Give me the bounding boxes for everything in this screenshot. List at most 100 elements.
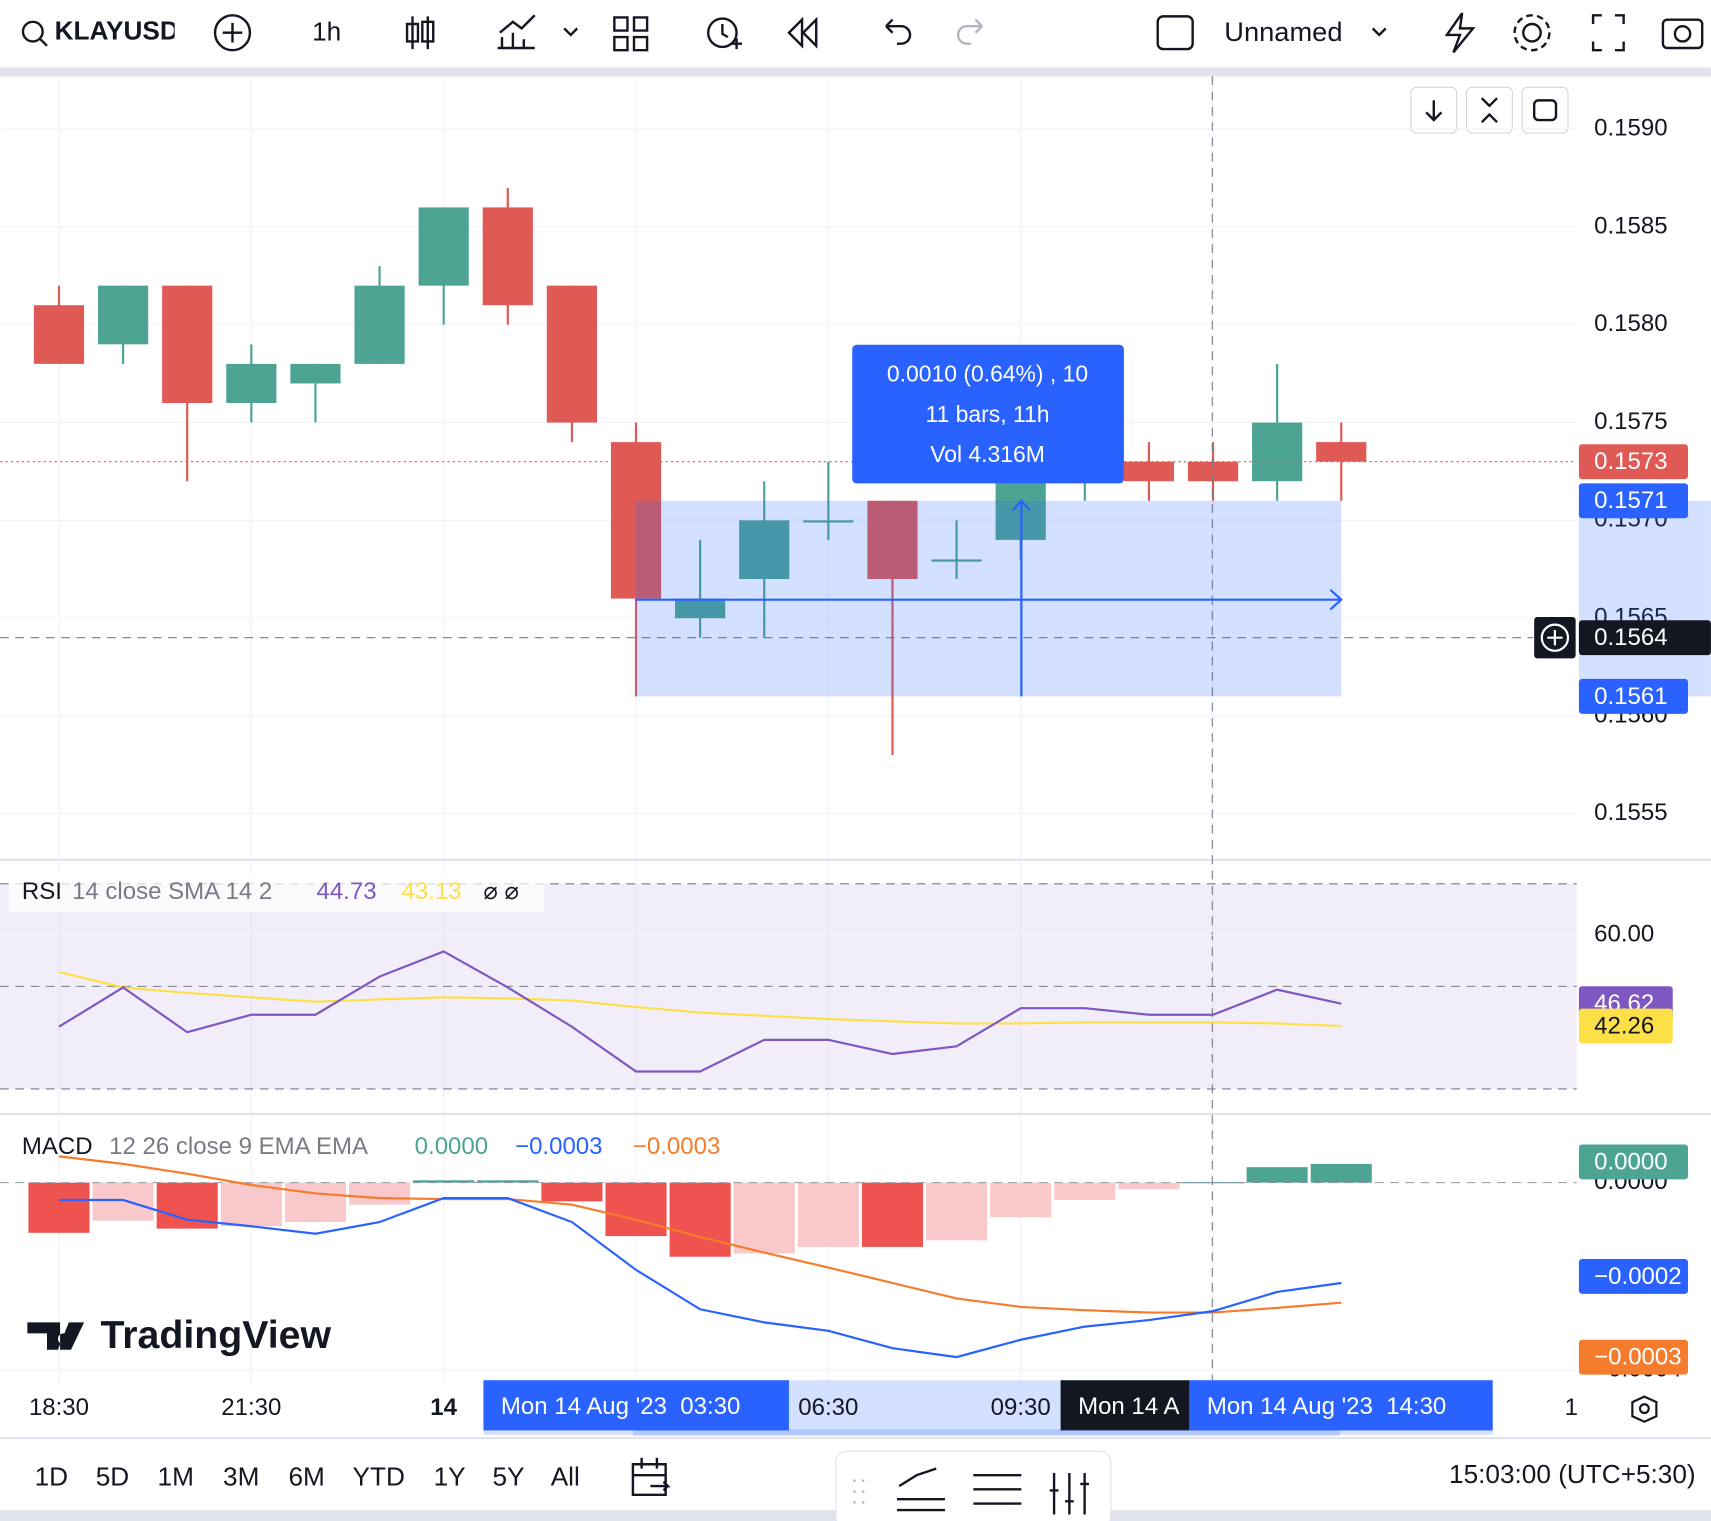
legend-text: −0.0003: [515, 1133, 602, 1160]
range-button[interactable]: 6M: [288, 1461, 324, 1491]
histogram-bar: [413, 1180, 475, 1183]
tool-list[interactable]: [973, 1473, 1022, 1505]
watermark: TradingView: [100, 1313, 331, 1357]
y-tick-label: 0.1580: [1594, 310, 1667, 337]
goto-date[interactable]: [631, 1457, 671, 1497]
redo[interactable]: [956, 18, 983, 45]
candle-body: [803, 520, 854, 523]
histogram-bar: [220, 1182, 282, 1227]
arrow-down: [1425, 100, 1443, 122]
symbol-fade: [174, 5, 202, 61]
x-tick-label: 18:30: [29, 1394, 89, 1421]
crosshair-time-box: [1060, 1380, 1190, 1431]
candle-body: [418, 207, 469, 286]
button-collapse[interactable]: [1465, 86, 1513, 134]
legend-text: 0.0000: [415, 1133, 488, 1160]
search-icon[interactable]: [21, 20, 44, 43]
range-button[interactable]: 1M: [158, 1461, 194, 1491]
price-badge: [1578, 678, 1689, 714]
histogram-bar: [1118, 1182, 1180, 1190]
tool-lines[interactable]: [896, 1467, 945, 1512]
screenshot[interactable]: [1661, 18, 1704, 50]
layout-box[interactable]: [1156, 15, 1194, 51]
range-button[interactable]: YTD: [353, 1461, 405, 1491]
collapse-icon: [1480, 97, 1498, 124]
dropdown[interactable]: [563, 27, 579, 37]
price-badge-label: −0.0003: [1594, 1344, 1681, 1371]
axis-settings: [1638, 1403, 1650, 1415]
histogram-bar: [797, 1182, 859, 1247]
histogram-bar: [28, 1182, 90, 1233]
undo[interactable]: [885, 18, 912, 45]
toolbar-separator: [0, 67, 1711, 77]
dropdown[interactable]: [1371, 27, 1387, 37]
measure-arrow: [636, 499, 1343, 697]
price-badge-label: −0.0002: [1594, 1263, 1681, 1290]
x-tick-label: 21:30: [221, 1394, 281, 1421]
candle-body: [226, 363, 277, 403]
range-button[interactable]: 3M: [223, 1461, 259, 1491]
floating-toolbar: [835, 1450, 1112, 1521]
symbol[interactable]: KLAYUSD: [55, 16, 179, 46]
crosshair-time-label: Mon 14 A: [1078, 1393, 1179, 1420]
indicator-line: [58, 1197, 1342, 1359]
x-tick-label: 06:30: [798, 1394, 858, 1421]
range-button[interactable]: All: [551, 1461, 580, 1491]
y-tick-label: 0.1575: [1594, 408, 1667, 435]
range-button[interactable]: 5D: [96, 1461, 129, 1491]
chart-type[interactable]: [405, 16, 435, 50]
measure-tooltip-text: 11 bars, 11h: [926, 401, 1050, 427]
pane-buttons: [1410, 86, 1569, 134]
histogram-bar: [92, 1182, 154, 1221]
drag-handle: [853, 1479, 865, 1504]
histogram-bar: [477, 1180, 539, 1183]
candle-body: [290, 363, 341, 384]
layout-name[interactable]: Unnamed: [1224, 16, 1342, 47]
maximize-icon: [1532, 99, 1558, 122]
alert[interactable]: [707, 17, 738, 49]
price-badge-label: 0.1571: [1594, 487, 1667, 514]
price-badge: [1578, 620, 1711, 656]
indicator-line: [58, 1155, 1342, 1314]
range-button[interactable]: 1Y: [434, 1461, 466, 1491]
replay[interactable]: [787, 16, 818, 49]
candle-body: [739, 520, 790, 580]
histogram-bar: [926, 1182, 988, 1241]
watermark-logo: [27, 1322, 85, 1350]
candle-body: [354, 285, 405, 364]
layouts[interactable]: [613, 16, 649, 52]
y-tick-label: 60.00: [1594, 920, 1654, 947]
indicator-line: [58, 950, 1342, 1073]
x-tick-label: 09:30: [991, 1394, 1051, 1421]
histogram-bar: [1246, 1167, 1308, 1183]
legend-text: 43.13: [402, 878, 462, 905]
histogram-bar: [1310, 1163, 1372, 1183]
add-symbol[interactable]: [213, 14, 252, 52]
x-tick-label: 14: [430, 1394, 457, 1421]
y-tick-label: 0.1590: [1594, 115, 1667, 142]
candle-body: [162, 285, 213, 403]
price-badge: [1578, 1258, 1689, 1294]
candle-body: [675, 598, 726, 619]
candle-body: [98, 285, 149, 345]
time-highlight-strip: [632, 1429, 1340, 1436]
price-badge: [1578, 483, 1689, 519]
crosshair-plus: [1540, 623, 1570, 652]
interval[interactable]: 1h: [312, 17, 341, 47]
indicators[interactable]: [497, 14, 536, 50]
price-badge: [1578, 1339, 1689, 1375]
range-button[interactable]: 1D: [35, 1461, 68, 1491]
price-badge-label: 42.26: [1594, 1012, 1654, 1039]
axis-highlight: [1578, 500, 1711, 697]
tool-settings[interactable]: [1049, 1472, 1089, 1515]
range-button[interactable]: 5Y: [493, 1461, 525, 1491]
fullscreen[interactable]: [1591, 14, 1625, 52]
button-maximize[interactable]: [1521, 86, 1569, 134]
histogram-bar: [605, 1182, 667, 1237]
crosshair-plus: [1547, 630, 1563, 646]
settings[interactable]: [1522, 22, 1542, 43]
crosshair-time-box: [483, 1380, 789, 1431]
quick-search[interactable]: [1444, 12, 1476, 54]
candle-body: [33, 305, 85, 364]
